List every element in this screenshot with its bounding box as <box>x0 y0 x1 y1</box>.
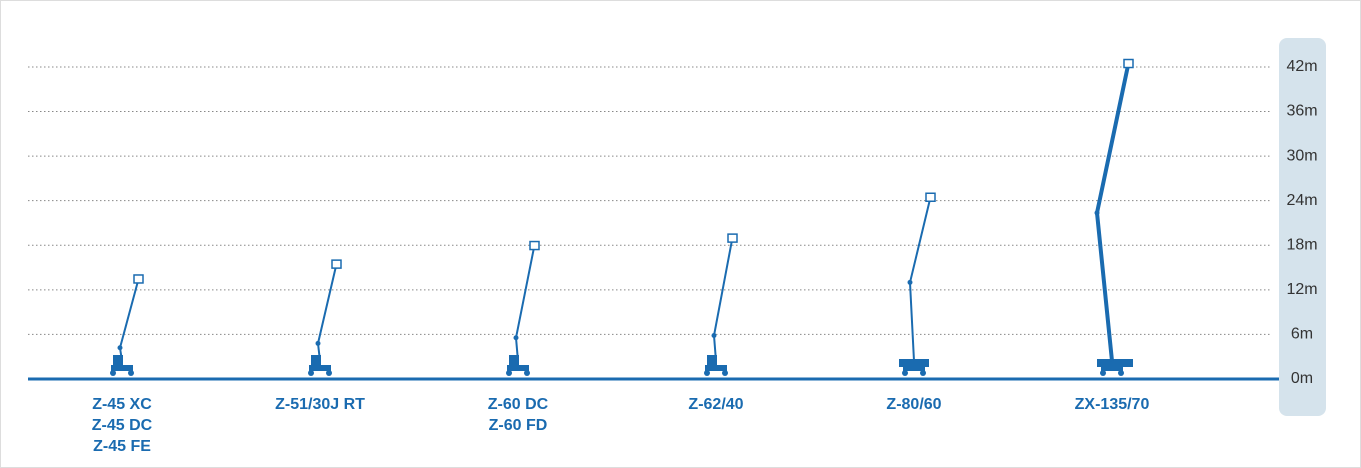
boom-joint <box>513 335 519 341</box>
y-tick-label: 30m <box>1286 147 1317 164</box>
boom-joint <box>1094 210 1100 216</box>
boom-joint <box>907 279 913 285</box>
wheel <box>506 370 512 376</box>
x-tick-label: Z-62/40 <box>688 396 743 413</box>
x-tick-label: Z-45 DC <box>92 417 153 434</box>
platform <box>1123 58 1134 69</box>
wheel <box>128 370 134 376</box>
lift-base <box>705 365 727 371</box>
x-tick-label: Z-80/60 <box>886 396 941 413</box>
wheel <box>902 370 908 376</box>
y-tick-label: 6m <box>1291 326 1313 343</box>
wheel <box>1100 370 1106 376</box>
axis-panel <box>1279 38 1326 416</box>
boom-joint <box>711 333 717 339</box>
y-tick-label: 36m <box>1286 103 1317 120</box>
boom-joint <box>315 340 321 346</box>
wheel <box>110 370 116 376</box>
lift-turret <box>509 355 519 367</box>
platform <box>529 240 540 251</box>
lift-turret <box>1097 359 1133 367</box>
platform <box>331 259 342 269</box>
lift-base <box>111 365 133 371</box>
boom-joint <box>117 345 123 351</box>
x-tick-label: Z-60 DC <box>488 396 549 413</box>
lift-base <box>1101 365 1123 371</box>
wheel <box>704 370 710 376</box>
x-tick-label: Z-60 FD <box>489 417 548 434</box>
wheel <box>920 370 926 376</box>
x-tick-label: Z-51/30J RT <box>275 396 365 413</box>
y-tick-label: 24m <box>1286 192 1317 209</box>
wheel <box>722 370 728 376</box>
platform <box>133 274 144 284</box>
x-tick-label: Z-45 FE <box>93 438 151 455</box>
lift-turret <box>311 355 321 367</box>
platform <box>925 192 936 202</box>
y-tick-label: 12m <box>1286 281 1317 298</box>
y-tick-label: 0m <box>1291 370 1313 387</box>
wheel <box>326 370 332 376</box>
wheel <box>1118 370 1124 376</box>
lift-turret <box>899 359 929 367</box>
y-tick-label: 18m <box>1286 236 1317 253</box>
x-tick-label: Z-45 XC <box>92 396 152 413</box>
wheel <box>524 370 530 376</box>
lift-turret <box>113 355 123 367</box>
lift-base <box>309 365 331 371</box>
x-tick-label: ZX-135/70 <box>1075 396 1150 413</box>
y-tick-label: 42m <box>1286 58 1317 75</box>
wheel <box>308 370 314 376</box>
platform <box>727 233 738 243</box>
lift-base <box>903 365 925 371</box>
lift-turret <box>707 355 717 367</box>
lift-base <box>507 365 529 371</box>
